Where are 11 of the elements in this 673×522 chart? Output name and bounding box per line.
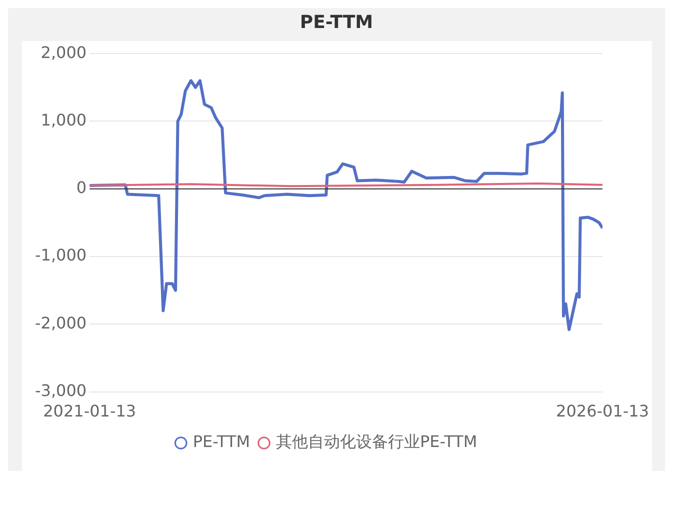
y-tick-label: 1,000 [40, 110, 87, 130]
legend-label: 其他自动化设备行业PE-TTM [276, 432, 478, 452]
y-tick-label: -1,000 [35, 246, 87, 265]
chart-title: PE-TTM [298, 11, 374, 35]
y-tick-label: 0 [76, 178, 87, 198]
y-tick-label: -3,000 [35, 380, 87, 400]
y-tick-label: 2,000 [40, 42, 87, 62]
x-tick-label: 2021-01-13 [43, 402, 136, 421]
legend-label: PE-TTM [192, 432, 250, 452]
x-tick-label: 2026-01-13 [556, 402, 649, 421]
y-tick-label: -2,000 [35, 313, 87, 332]
